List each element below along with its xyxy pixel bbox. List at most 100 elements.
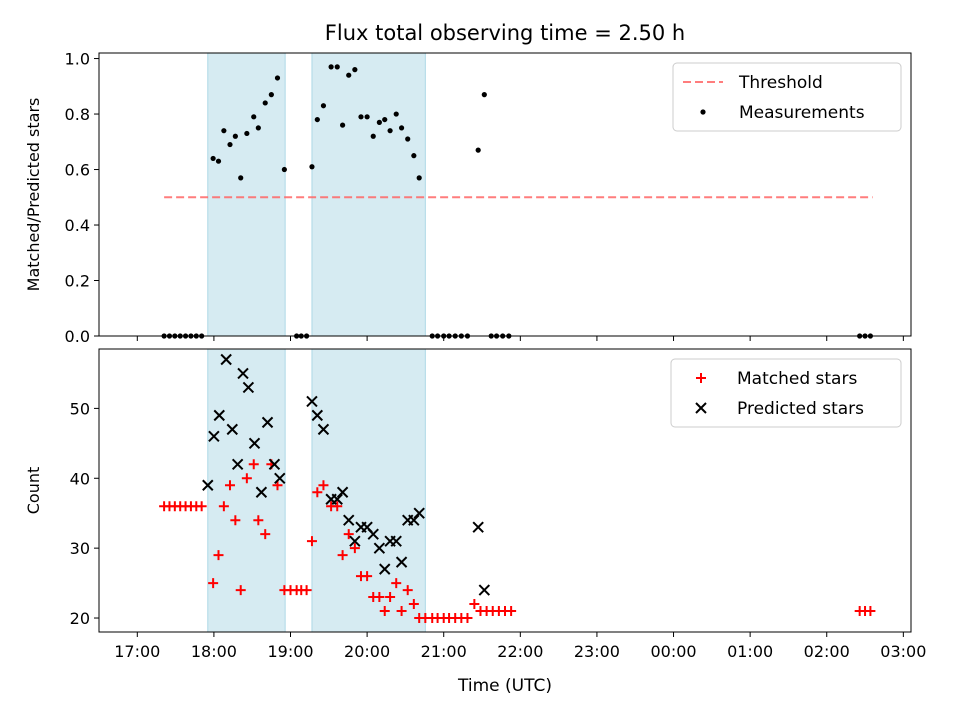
legend: Matched stars Predicted stars xyxy=(670,358,902,428)
y-tick-label: 50 xyxy=(70,399,90,418)
data-point xyxy=(346,72,352,78)
data-point xyxy=(358,114,364,120)
data-point xyxy=(262,100,268,106)
bottom-panel: 20 30 40 50 17:00 18:00 19:00 20:00 21:00 22:00 23… xyxy=(24,348,926,696)
shaded-span-0 xyxy=(207,348,286,633)
data-point xyxy=(218,501,229,512)
data-point xyxy=(364,114,370,120)
data-point xyxy=(215,158,222,164)
x-tick-label: 17:00 xyxy=(114,642,160,661)
data-point xyxy=(221,128,227,134)
data-point xyxy=(226,423,238,436)
data-point xyxy=(242,381,255,394)
data-point xyxy=(379,606,390,617)
data-point xyxy=(253,515,264,526)
data-point xyxy=(337,550,348,561)
data-point xyxy=(475,147,481,153)
data-point xyxy=(208,578,219,589)
data-point xyxy=(314,116,320,123)
y-tick-label: 0.2 xyxy=(65,272,90,291)
y-tick-label: 0.4 xyxy=(65,216,90,235)
data-point xyxy=(405,136,411,142)
data-point xyxy=(349,543,360,554)
data-point xyxy=(334,64,340,70)
legend-label: Threshold xyxy=(738,73,823,93)
legend-label: Measurements xyxy=(739,103,865,123)
data-point xyxy=(268,458,281,471)
data-point xyxy=(248,459,259,470)
data-point xyxy=(387,128,393,134)
y-tick-label: 0.6 xyxy=(65,161,90,180)
data-point xyxy=(402,585,413,596)
data-point xyxy=(416,175,422,181)
data-point xyxy=(343,514,355,526)
data-point xyxy=(301,585,312,596)
shaded-span-1 xyxy=(311,348,426,633)
y-tick-label: 0.0 xyxy=(65,327,90,346)
top-panel: 0.0 0.2 0.4 0.6 0.8 1.0 Matched/Predicted star… xyxy=(24,50,912,346)
legend-label: Matched stars xyxy=(737,369,857,389)
data-point xyxy=(248,437,261,450)
data-point xyxy=(237,367,249,380)
data-point xyxy=(379,563,391,575)
data-point xyxy=(274,472,286,484)
data-point xyxy=(202,479,214,491)
chart-title: Flux total observing time = 2.50 h xyxy=(325,21,685,45)
data-point xyxy=(865,606,876,617)
legend-handle-matched xyxy=(696,373,706,383)
x-tick-label: 21:00 xyxy=(421,642,467,661)
data-point xyxy=(281,166,287,173)
shaded-span-0 xyxy=(207,52,286,337)
data-point xyxy=(227,141,233,148)
data-point xyxy=(255,486,268,498)
shaded-span-1 xyxy=(311,52,426,337)
y-tick-label: 1.0 xyxy=(65,50,90,69)
x-tick-label: 02:00 xyxy=(804,642,850,661)
data-point xyxy=(374,592,385,603)
data-point xyxy=(196,501,207,512)
data-point xyxy=(224,480,235,491)
data-point xyxy=(241,473,252,484)
data-point xyxy=(320,103,327,109)
data-point xyxy=(255,125,261,131)
data-point xyxy=(349,535,361,547)
data-point xyxy=(220,353,232,366)
data-point xyxy=(268,92,274,98)
data-point xyxy=(332,501,343,512)
data-point xyxy=(395,556,408,568)
legend-box xyxy=(672,62,902,132)
data-point xyxy=(382,116,388,123)
data-point xyxy=(373,542,386,554)
data-point xyxy=(274,75,281,81)
data-point xyxy=(408,599,419,610)
data-point xyxy=(391,578,402,589)
x-tick-label: 03:00 xyxy=(880,642,926,661)
data-point xyxy=(213,409,225,422)
data-point xyxy=(238,175,244,181)
x-axis-label: Time (UTC) xyxy=(457,676,552,696)
data-point xyxy=(506,606,517,617)
y-tick-label: 30 xyxy=(70,539,90,558)
series-matched-stars xyxy=(159,459,876,624)
data-point xyxy=(393,111,399,117)
data-point xyxy=(469,599,480,610)
legend-label: Predicted stars xyxy=(737,399,864,419)
axes-frame xyxy=(98,348,912,633)
data-point xyxy=(478,584,491,596)
data-point xyxy=(251,114,257,120)
y-axis-label: Count xyxy=(24,467,43,515)
data-point xyxy=(260,529,271,540)
data-point xyxy=(413,507,425,519)
data-point xyxy=(311,409,324,422)
legend-handle-predicted xyxy=(695,402,707,414)
data-point xyxy=(462,613,473,624)
data-point xyxy=(328,64,334,70)
data-point xyxy=(396,606,407,617)
data-point xyxy=(472,521,484,533)
data-point xyxy=(213,550,224,561)
data-point xyxy=(343,529,354,540)
data-point xyxy=(244,130,250,137)
data-point xyxy=(362,571,373,582)
data-point xyxy=(306,395,318,408)
